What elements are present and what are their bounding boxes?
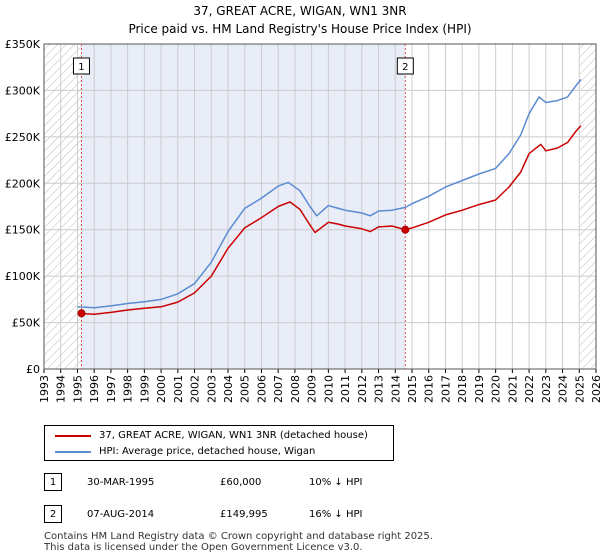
x-tick-label: 2007: [272, 375, 285, 403]
hatched-region: [579, 44, 596, 369]
ownership-band: [81, 44, 406, 369]
transaction-price: £60,000: [220, 477, 262, 488]
legend-label-property: 37, GREAT ACRE, WIGAN, WN1 3NR (detached…: [99, 430, 368, 441]
y-tick-label: £0: [26, 363, 40, 376]
x-tick-label: 2005: [239, 375, 252, 403]
x-tick-label: 2006: [255, 375, 268, 403]
transaction-date: 07-AUG-2014: [87, 509, 155, 520]
transaction-point: [77, 309, 86, 318]
x-tick-label: 1995: [71, 375, 84, 403]
x-tick-label: 2002: [189, 375, 202, 403]
x-tick-label: 2019: [473, 375, 486, 403]
x-tick-label: 2023: [540, 375, 553, 403]
y-tick-label: £350K: [5, 38, 41, 51]
x-tick-label: 2008: [289, 375, 302, 403]
transaction-point: [401, 225, 410, 234]
y-tick-label: £150K: [5, 224, 41, 237]
x-tick-label: 2003: [205, 375, 218, 403]
x-tick-label: 2013: [373, 375, 386, 403]
x-tick-label: 1996: [88, 375, 101, 403]
legend: 37, GREAT ACRE, WIGAN, WN1 3NR (detached…: [44, 425, 394, 461]
x-tick-label: 2010: [322, 375, 335, 403]
x-tick-label: 2014: [389, 375, 402, 403]
chart-subtitle: Price paid vs. HM Land Registry's House …: [128, 22, 472, 36]
x-tick-label: 2000: [155, 375, 168, 403]
x-tick-label: 1994: [55, 375, 68, 403]
x-tick-label: 2012: [356, 375, 369, 403]
x-tick-label: 2024: [557, 375, 570, 403]
series-line-property: [81, 125, 582, 315]
x-tick-label: 1997: [105, 375, 118, 403]
y-tick-label: £300K: [5, 84, 41, 97]
x-tick-label: 2025: [573, 375, 586, 403]
plot-frame: [43, 43, 597, 370]
y-tick-label: £50K: [12, 317, 41, 330]
transaction-marker-label: 1: [78, 62, 84, 73]
transaction-badge: 2: [44, 505, 62, 523]
legend-label-hpi: HPI: Average price, detached house, Wiga…: [99, 446, 316, 457]
x-tick-label: 2004: [222, 375, 235, 403]
transaction-marker-box: [396, 57, 414, 75]
legend-swatch-property: [55, 435, 91, 437]
x-tick-label: 2020: [490, 375, 503, 403]
x-tick-label: 2021: [506, 375, 519, 403]
x-tick-label: 2018: [456, 375, 469, 403]
x-tick-label: 1998: [122, 375, 135, 403]
x-tick-label: 2017: [439, 375, 452, 403]
y-tick-label: £100K: [5, 270, 41, 283]
legend-swatch-hpi: [55, 451, 91, 453]
price-chart: £0 £50K £100K £150K £200K £250K £300K £350K 1993…: [5, 38, 600, 403]
x-tick-label: 2009: [306, 375, 319, 403]
transaction-marker-label: 2: [402, 62, 408, 73]
transaction-marker-box: [72, 57, 90, 75]
y-tick-label: £200K: [5, 177, 41, 190]
x-tick-label: 1999: [138, 375, 151, 403]
x-tick-label: 2001: [172, 375, 185, 403]
transaction-badge: 1: [44, 473, 62, 491]
x-tick-label: 2026: [590, 375, 600, 403]
x-tick-label: 2022: [523, 375, 536, 403]
transaction-price: £149,995: [220, 509, 268, 520]
transaction-hpi-diff: 16% ↓ HPI: [309, 509, 363, 520]
transaction-date: 30-MAR-1995: [87, 477, 155, 488]
x-tick-label: 2011: [339, 375, 352, 403]
x-tick-label: 1993: [38, 375, 51, 403]
footer-licence: This data is licensed under the Open Gov…: [44, 542, 363, 553]
transaction-hpi-diff: 10% ↓ HPI: [309, 477, 363, 488]
series-line-hpi: [77, 78, 582, 309]
hatched-region: [44, 44, 82, 369]
x-tick-label: 2016: [423, 375, 436, 403]
chart-title: 37, GREAT ACRE, WIGAN, WN1 3NR: [193, 4, 407, 18]
x-tick-label: 2015: [406, 375, 419, 403]
y-tick-label: £250K: [5, 131, 41, 144]
footer-copyright: Contains HM Land Registry data © Crown c…: [44, 531, 433, 542]
